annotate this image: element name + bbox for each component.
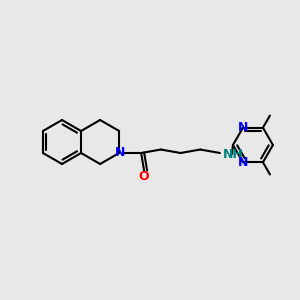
Text: O: O bbox=[139, 169, 149, 182]
Text: NH: NH bbox=[223, 148, 244, 160]
Text: N: N bbox=[115, 146, 125, 160]
Text: N: N bbox=[238, 156, 248, 169]
Text: N: N bbox=[238, 121, 248, 134]
